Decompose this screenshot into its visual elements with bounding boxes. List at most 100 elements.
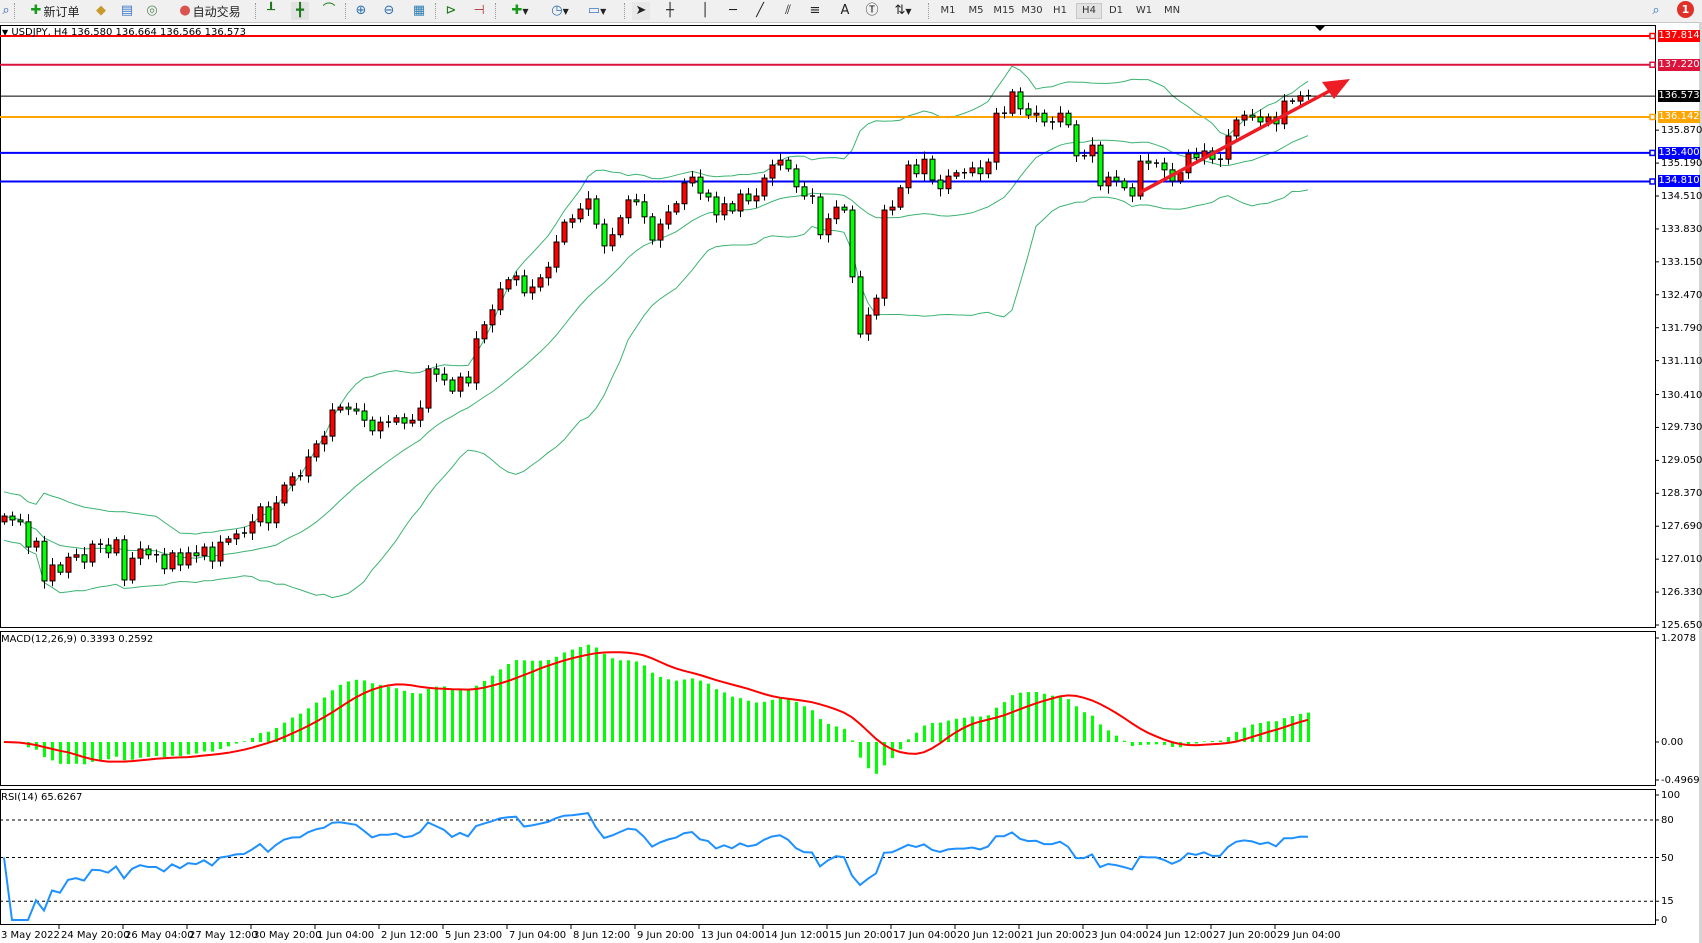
price-tag-137.814: 137.814 <box>1658 30 1700 43</box>
chart-shift-marker-icon[interactable] <box>1314 25 1326 31</box>
macd-histogram-bar <box>451 688 454 742</box>
auto-trading-button[interactable]: ● 自动交易 <box>179 3 241 19</box>
period-button-h1[interactable]: H1 <box>1053 5 1067 16</box>
trend-arrow-line[interactable] <box>1138 86 1336 195</box>
line-handle[interactable] <box>1649 178 1656 185</box>
crosshair-icon[interactable]: ┼ <box>666 3 674 18</box>
fibonacci-icon[interactable]: ≡ <box>809 3 821 18</box>
candle <box>737 193 744 212</box>
search-icon[interactable]: ⌕ <box>2 3 10 18</box>
text-label-icon[interactable]: Ⓣ <box>865 3 879 18</box>
candle <box>441 373 448 381</box>
candle <box>617 217 624 236</box>
macd-histogram-bar <box>995 707 998 742</box>
horizontal-line-icon[interactable]: ─ <box>729 3 737 18</box>
cursor-icon[interactable]: ➤ <box>632 2 650 20</box>
price-tick-label: 134.510 <box>1661 190 1702 202</box>
period-button-m1[interactable]: M1 <box>940 5 956 16</box>
time-tick-label: 9 Jun 20:00 <box>637 930 695 941</box>
new-order-button[interactable]: ✚ 新订单 <box>30 3 80 19</box>
macd-histogram-bar <box>91 742 94 762</box>
rsi-tick-label: 80 <box>1661 815 1674 826</box>
macd-histogram-bar <box>667 679 670 742</box>
candle <box>681 182 688 205</box>
macd-histogram-bar <box>899 742 902 750</box>
data-window-icon[interactable]: ▤ <box>120 3 134 18</box>
auto-scroll-icon[interactable]: ⊣ <box>473 3 485 18</box>
candle <box>457 376 464 392</box>
indicators-dropdown[interactable]: ✚ ▼ <box>511 3 529 18</box>
bollinger-upper-band <box>3 65 1309 535</box>
zoom-in-icon[interactable]: ⊕ <box>355 3 367 18</box>
text-icon[interactable]: A <box>840 3 850 18</box>
macd-histogram-bar <box>1299 713 1302 742</box>
macd-histogram-bar <box>827 724 830 742</box>
new-order-icon: ✚ <box>30 3 42 18</box>
line-chart-icon[interactable]: ⌒ <box>322 3 336 18</box>
macd-histogram-bar <box>59 742 62 764</box>
price-tick-label: 135.190 <box>1661 158 1702 170</box>
period-button-m15[interactable]: M15 <box>993 5 1015 16</box>
period-button-d1[interactable]: D1 <box>1108 5 1124 16</box>
macd-histogram-bar <box>947 720 950 742</box>
candle <box>689 176 696 184</box>
macd-histogram-bar <box>1147 742 1150 745</box>
candle <box>601 223 608 247</box>
chart-shift-icon[interactable]: ⊳ <box>445 3 457 18</box>
candle <box>857 276 864 335</box>
macd-histogram-bar <box>491 675 494 742</box>
rsi-line <box>3 812 1309 921</box>
line-handle[interactable] <box>1649 61 1656 69</box>
candle <box>865 314 872 335</box>
macd-histogram-bar <box>283 722 286 742</box>
search-icon[interactable]: ⌕ <box>1652 3 1660 18</box>
time-tick-label: 7 Jun 04:00 <box>509 930 567 941</box>
period-button-h4[interactable]: H4 <box>1076 3 1102 19</box>
collapse-triangle-icon[interactable]: ▼ <box>2 28 9 37</box>
period-button-m5[interactable]: M5 <box>968 5 984 16</box>
time-tick-label: 8 Jun 12:00 <box>573 930 631 941</box>
macd-histogram-bar <box>1083 712 1086 742</box>
price-tick-label: 127.690 <box>1661 521 1702 533</box>
trend-arrow-head-icon[interactable] <box>1322 79 1350 99</box>
candlestick-chart-icon[interactable]: ╋ <box>291 2 309 20</box>
zoom-out-icon[interactable]: ⊖ <box>383 3 395 18</box>
price-tick-label: 126.330 <box>1661 587 1702 599</box>
equidistant-channel-icon[interactable]: ⫽ <box>785 3 791 18</box>
candle <box>9 515 16 521</box>
periods-dropdown[interactable]: ◷ ▼ <box>551 3 569 18</box>
macd-histogram-bar <box>339 684 342 742</box>
macd-histogram-bar <box>611 658 614 742</box>
candle <box>433 368 440 375</box>
time-tick-label: 24 Jun 12:00 <box>1149 930 1213 941</box>
line-handle[interactable] <box>1649 113 1656 121</box>
candle <box>561 221 568 243</box>
vertical-line-icon[interactable]: │ <box>701 3 709 18</box>
notification-badge[interactable]: 1 <box>1677 1 1694 18</box>
macd-histogram-bar <box>1051 695 1054 742</box>
bar-chart-icon[interactable]: ┸ <box>267 3 275 18</box>
macd-histogram-bar <box>515 660 518 742</box>
trendline-icon[interactable]: ╱ <box>756 3 764 18</box>
macd-panel-frame <box>0 631 1656 786</box>
candle <box>657 223 664 241</box>
period-button-mn[interactable]: MN <box>1163 5 1181 16</box>
line-handle[interactable] <box>1649 32 1656 40</box>
navigator-icon[interactable]: ◎ <box>146 3 158 18</box>
period-button-m30[interactable]: M30 <box>1021 5 1043 16</box>
candle <box>673 203 680 213</box>
candle <box>985 161 992 175</box>
templates-dropdown[interactable]: ▭ ▼ <box>587 3 607 18</box>
candle <box>521 275 528 294</box>
period-button-w1[interactable]: W1 <box>1135 5 1153 16</box>
arrows-dropdown[interactable]: ⇅ ▼ <box>894 3 912 18</box>
tile-windows-icon[interactable]: ▦ <box>412 3 426 18</box>
candle <box>633 199 640 203</box>
line-handle[interactable] <box>1649 149 1656 157</box>
price-tag-136.142: 136.142 <box>1658 110 1700 123</box>
candle <box>1257 116 1264 123</box>
market-watch-icon[interactable]: ◆ <box>96 3 106 18</box>
macd-histogram-bar <box>139 742 142 758</box>
right-scrollbar[interactable] <box>1699 22 1702 943</box>
